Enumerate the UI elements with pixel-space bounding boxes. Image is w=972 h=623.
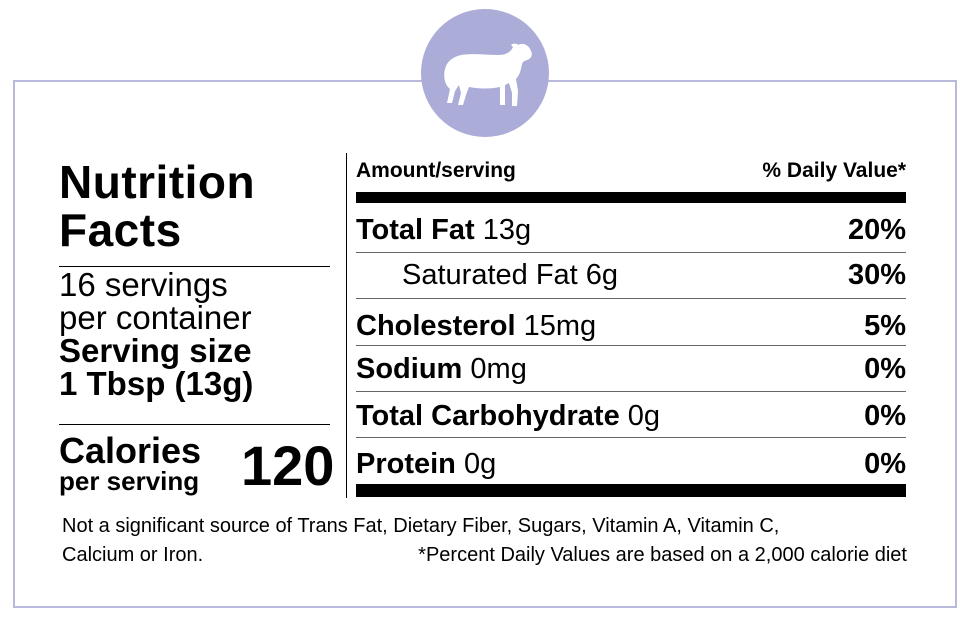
nutrient-amount: 0g bbox=[627, 400, 661, 432]
title-line-1: Nutrition bbox=[59, 156, 256, 208]
nutrient-name: Protein bbox=[356, 448, 456, 480]
footnote-line-1: Not a significant source of Trans Fat, D… bbox=[62, 515, 780, 537]
title-divider bbox=[59, 266, 330, 267]
row-divider bbox=[356, 252, 906, 253]
amount-per-serving-header: Amount/serving bbox=[356, 159, 516, 182]
calories-sublabel: per serving bbox=[59, 466, 200, 496]
nutrient-amount: 15mg bbox=[523, 310, 597, 342]
servings-count: 16 servings bbox=[59, 266, 228, 303]
nutrient-row-total-fat: Total Fat 13g 20% bbox=[356, 213, 906, 247]
title-line-2: Facts bbox=[59, 204, 182, 256]
nutrient-dv: 20% bbox=[847, 214, 906, 246]
row-divider bbox=[356, 437, 906, 438]
nutrient-amount: 13g bbox=[482, 214, 532, 246]
serving-size-label: Serving size bbox=[59, 332, 252, 369]
nutrient-dv: 0% bbox=[864, 400, 906, 432]
nutrient-amount: 0g bbox=[463, 448, 497, 480]
nutrient-row-cholesterol: Cholesterol 15mg 5% bbox=[356, 309, 906, 343]
calories-label-block: Calories per serving bbox=[59, 430, 202, 496]
daily-value-header: % Daily Value* bbox=[762, 159, 906, 182]
table-bottom-thick-rule bbox=[356, 484, 906, 497]
servings-per-container: per container bbox=[59, 299, 252, 336]
nutrient-name: Total Fat bbox=[356, 214, 475, 246]
calories-label: Calories bbox=[59, 430, 202, 471]
row-divider bbox=[356, 345, 906, 346]
panel-title: Nutrition Facts bbox=[59, 158, 255, 254]
nutrient-dv: 0% bbox=[864, 353, 906, 385]
row-divider bbox=[356, 298, 906, 299]
nutrient-amount: 0mg bbox=[470, 353, 527, 385]
daily-value-footnote: *Percent Daily Values are based on a 2,0… bbox=[418, 544, 907, 566]
nutrient-name: Total Carbohydrate bbox=[356, 400, 620, 432]
lamb-badge bbox=[421, 9, 549, 137]
footnote: Not a significant source of Trans Fat, D… bbox=[62, 512, 907, 570]
lamb-icon bbox=[444, 43, 532, 106]
table-header: Amount/serving % Daily Value* bbox=[356, 158, 906, 184]
servings-divider bbox=[59, 424, 330, 425]
row-divider bbox=[356, 391, 906, 392]
nutrient-row-sodium: Sodium 0mg 0% bbox=[356, 352, 906, 386]
nutrient-name: Sodium bbox=[356, 353, 463, 385]
nutrient-row-total-carbohydrate: Total Carbohydrate 0g 0% bbox=[356, 399, 906, 433]
nutrient-amount: 6g bbox=[585, 259, 619, 291]
column-divider bbox=[346, 153, 347, 498]
header-thick-rule bbox=[356, 192, 906, 203]
nutrient-name: Saturated Fat bbox=[402, 259, 578, 291]
nutrient-dv: 0% bbox=[864, 448, 906, 480]
servings-block: 16 servings per container Serving size 1… bbox=[59, 268, 253, 400]
nutrient-dv: 30% bbox=[847, 259, 906, 291]
nutrient-row-saturated-fat: Saturated Fat 6g 30% bbox=[356, 258, 906, 292]
nutrient-dv: 5% bbox=[864, 310, 906, 342]
serving-size-value: 1 Tbsp (13g) bbox=[59, 365, 254, 402]
nutrient-row-protein: Protein 0g 0% bbox=[356, 447, 906, 481]
calories-value: 120 bbox=[241, 434, 335, 497]
footnote-line-2-left: Calcium or Iron. bbox=[62, 544, 204, 566]
nutrient-name: Cholesterol bbox=[356, 310, 516, 342]
